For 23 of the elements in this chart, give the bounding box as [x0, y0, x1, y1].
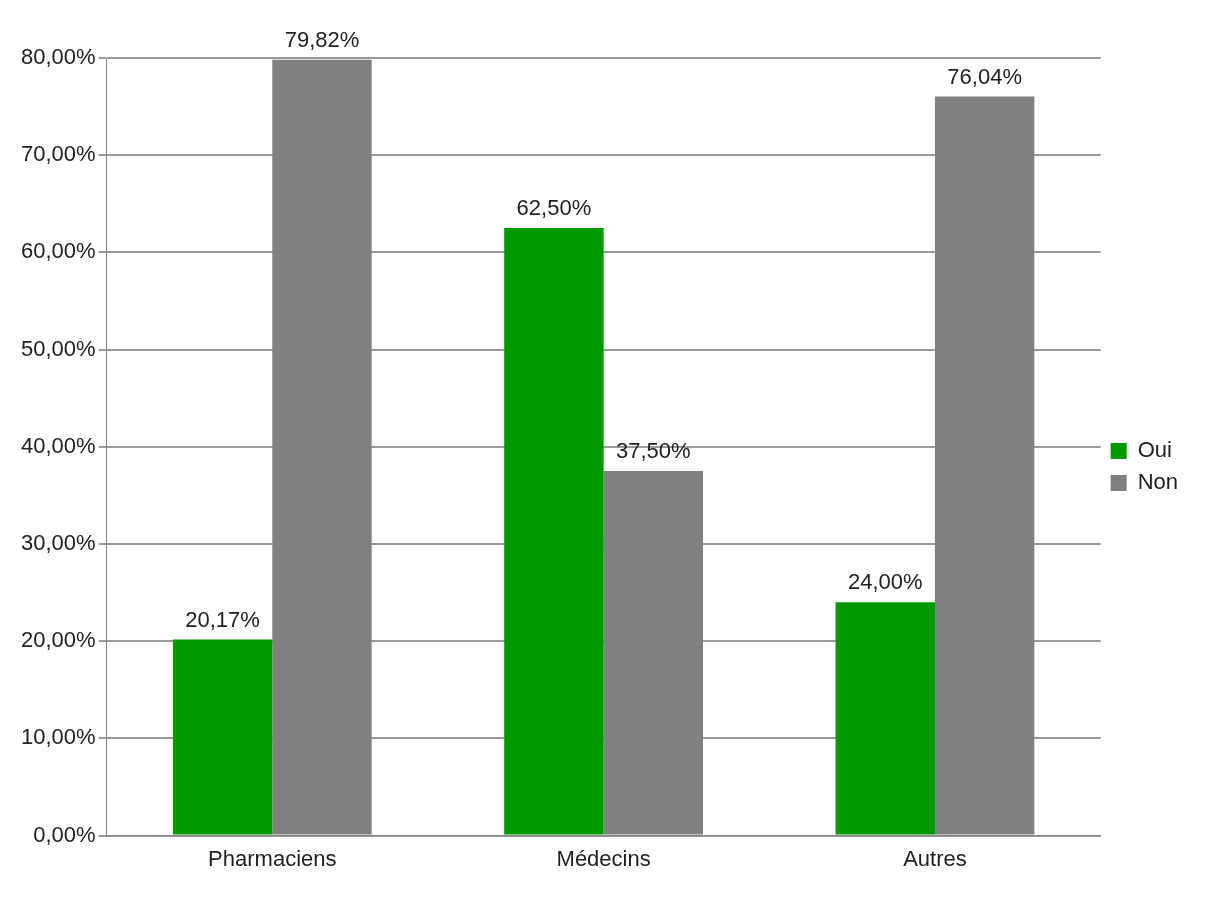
y-tick-label: 60,00%: [20, 238, 96, 264]
legend-label: Non: [1137, 469, 1178, 495]
y-tick-label: 30,00%: [20, 530, 96, 556]
bar: [504, 228, 604, 835]
legend-label: Oui: [1137, 437, 1172, 463]
y-tick-label: 20,00%: [20, 627, 96, 653]
data-label: 76,04%: [947, 63, 1022, 89]
data-label: 37,50%: [616, 438, 691, 464]
y-tick-label: 70,00%: [20, 141, 96, 167]
x-tick-label: Autres: [903, 845, 967, 871]
bar: [172, 639, 273, 835]
x-tick-label: Pharmaciens: [208, 845, 337, 871]
bar: [835, 602, 935, 835]
y-tick-label: 0,00%: [33, 821, 96, 847]
y-tick-label: 40,00%: [20, 432, 96, 458]
data-label: 24,00%: [847, 569, 923, 595]
data-label: 20,17%: [185, 606, 260, 632]
x-tick-label: Médecins: [556, 845, 651, 871]
y-tick-label: 10,00%: [20, 724, 96, 750]
y-tick-label: 50,00%: [20, 335, 96, 361]
data-label: 79,82%: [284, 26, 360, 52]
data-label: 62,50%: [516, 195, 592, 221]
y-tick-label: 80,00%: [20, 44, 96, 70]
